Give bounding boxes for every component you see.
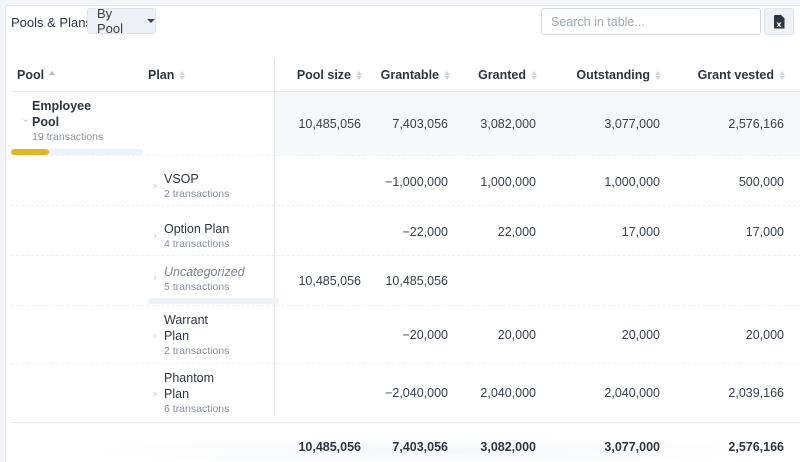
group-by-label: By Pool — [97, 6, 124, 36]
cell-grant-vested: 20,000 — [745, 328, 784, 342]
transaction-count: 19 transactions — [32, 131, 104, 143]
chevron-right-icon[interactable]: › — [153, 229, 158, 242]
column-header-grantable[interactable]: Grantable — [370, 68, 450, 82]
cell-pool-size: 10,485,056 — [298, 117, 361, 131]
total-grantable: 7,403,056 — [392, 440, 448, 454]
plan-usage-progress-bar — [148, 298, 279, 304]
cell-grantable: −20,000 — [402, 328, 448, 342]
cell-pool-size: 10,485,056 — [298, 274, 361, 288]
sort-icon — [356, 70, 362, 80]
cell-grantable: 10,485,056 — [385, 274, 448, 288]
cell-granted: 1,000,000 — [480, 175, 536, 189]
cell-grant-vested: 2,039,166 — [728, 386, 784, 400]
pool-usage-progress-bar — [11, 149, 143, 155]
plan-name-cell: Phantom Plan 6 transactions — [164, 371, 230, 415]
row-divider — [11, 205, 800, 206]
group-by-dropdown[interactable]: By Pool — [87, 6, 156, 36]
search-input[interactable] — [541, 8, 761, 35]
sort-icon — [531, 70, 537, 80]
row-divider — [11, 155, 800, 156]
transaction-count: 4 transactions — [164, 238, 230, 250]
row-divider — [11, 255, 800, 256]
cell-outstanding: 17,000 — [621, 225, 660, 239]
transaction-count: 2 transactions — [164, 345, 230, 357]
cell-grantable: 7,403,056 — [392, 117, 448, 131]
column-header-grant-vested[interactable]: Grant vested — [680, 68, 785, 82]
row-divider — [11, 305, 800, 306]
pool-name-cell: Employee Pool 19 transactions — [32, 99, 104, 143]
transaction-count: 6 transactions — [164, 403, 230, 415]
plan-name-cell: Option Plan 4 transactions — [164, 222, 230, 250]
chevron-down-icon[interactable]: ⌄ — [21, 112, 31, 125]
transaction-count: 5 transactions — [164, 281, 230, 293]
frozen-column-divider — [274, 58, 275, 416]
cell-grantable: −2,040,000 — [385, 386, 448, 400]
header-divider — [11, 91, 800, 92]
sort-icon — [779, 70, 785, 80]
total-grant-vested: 2,576,166 — [728, 440, 784, 454]
chevron-right-icon[interactable]: › — [153, 179, 158, 192]
totals-background — [80, 436, 780, 462]
transaction-count: 2 transactions — [164, 188, 230, 200]
cell-grant-vested: 17,000 — [745, 225, 784, 239]
excel-file-icon: x — [773, 14, 785, 29]
cell-outstanding: 1,000,000 — [604, 175, 660, 189]
cell-outstanding: 3,077,000 — [604, 117, 660, 131]
total-pool-size: 10,485,056 — [298, 440, 361, 454]
totals-divider — [11, 422, 800, 423]
pools-plans-card — [5, 5, 800, 462]
pool-row-highlight — [275, 92, 800, 155]
total-granted: 3,082,000 — [480, 440, 536, 454]
progress-fill — [11, 149, 50, 155]
cell-grant-vested: 2,576,166 — [728, 117, 784, 131]
cell-granted: 22,000 — [497, 225, 536, 239]
chevron-right-icon[interactable]: › — [153, 271, 158, 284]
cell-outstanding: 2,040,000 — [604, 386, 660, 400]
column-header-granted[interactable]: Granted — [460, 68, 537, 82]
column-header-pool-size[interactable]: Pool size — [280, 68, 362, 82]
sort-icon — [444, 70, 450, 80]
sort-icon — [655, 70, 661, 80]
chevron-right-icon[interactable]: › — [153, 387, 158, 400]
section-title: Pools & Plans — [11, 15, 92, 30]
cell-granted: 2,040,000 — [480, 386, 536, 400]
export-excel-button[interactable]: x — [764, 8, 794, 35]
cell-granted: 3,082,000 — [480, 117, 536, 131]
cell-grant-vested: 500,000 — [738, 175, 784, 189]
cell-grantable: −1,000,000 — [385, 175, 448, 189]
plan-name-cell: VSOP 2 transactions — [164, 172, 230, 200]
column-header-outstanding[interactable]: Outstanding — [560, 68, 661, 82]
cell-outstanding: 20,000 — [621, 328, 660, 342]
column-header-pool[interactable]: Pool — [17, 68, 56, 82]
sort-icon — [179, 70, 186, 80]
plan-name-cell: Warrant Plan 2 transactions — [164, 313, 230, 357]
caret-down-icon — [147, 19, 155, 23]
column-header-plan[interactable]: Plan — [148, 68, 186, 82]
row-divider — [11, 363, 800, 364]
plan-name-cell: Uncategorized 5 transactions — [164, 265, 245, 293]
cell-granted: 20,000 — [497, 328, 536, 342]
total-outstanding: 3,077,000 — [604, 440, 660, 454]
chevron-right-icon[interactable]: › — [153, 329, 158, 342]
sort-ascending-icon — [49, 70, 56, 80]
cell-grantable: −22,000 — [402, 225, 448, 239]
